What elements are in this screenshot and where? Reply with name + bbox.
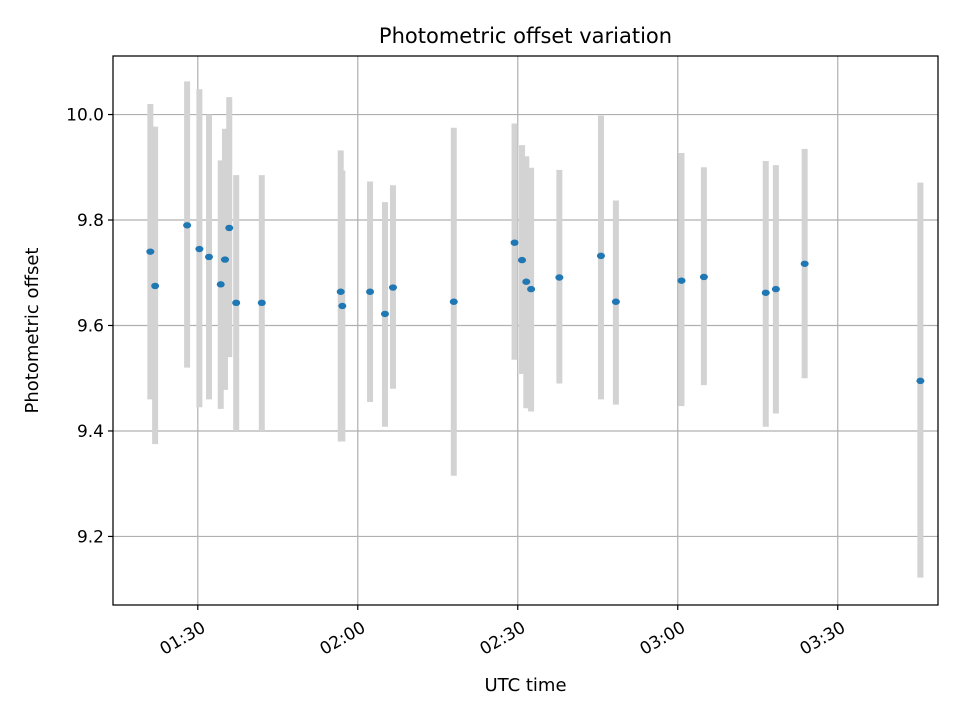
plot-frame bbox=[112, 55, 939, 606]
data-point bbox=[225, 224, 234, 232]
data-point bbox=[527, 285, 536, 293]
y-axis-label: Photometric offset bbox=[22, 248, 43, 414]
y-tick-label: 9.8 bbox=[77, 211, 104, 231]
y-tick-label: 9.4 bbox=[77, 422, 104, 442]
data-point bbox=[449, 298, 458, 305]
data-point bbox=[800, 260, 809, 267]
data-point bbox=[699, 273, 708, 281]
data-point bbox=[151, 282, 160, 290]
y-tick-label: 9.2 bbox=[77, 527, 104, 547]
data-point bbox=[146, 248, 155, 255]
data-point bbox=[183, 222, 192, 229]
data-point bbox=[216, 281, 225, 288]
chart-title: Photometric offset variation bbox=[379, 24, 672, 48]
data-point bbox=[388, 284, 397, 291]
y-axis-ticks: 9.2 9.4 9.6 9.8 10.0 bbox=[66, 106, 113, 547]
data-point bbox=[232, 299, 241, 307]
data-point bbox=[257, 299, 266, 307]
data-point bbox=[916, 377, 925, 385]
data-point bbox=[366, 288, 375, 295]
data-point bbox=[220, 256, 229, 263]
data-point bbox=[336, 288, 345, 295]
data-point bbox=[611, 298, 620, 305]
data-point bbox=[380, 310, 389, 318]
data-point bbox=[555, 274, 564, 281]
x-axis-label: UTC time bbox=[484, 675, 566, 696]
data-point bbox=[677, 277, 686, 284]
data-point bbox=[771, 285, 780, 293]
data-point bbox=[761, 289, 770, 296]
y-tick-label: 9.6 bbox=[77, 316, 104, 336]
data-point bbox=[204, 253, 213, 261]
y-tick-label: 10.0 bbox=[66, 106, 104, 126]
data-point bbox=[195, 245, 204, 253]
data-point bbox=[338, 302, 347, 310]
data-point bbox=[518, 256, 527, 264]
data-point bbox=[596, 252, 605, 260]
data-point bbox=[522, 278, 531, 285]
data-point bbox=[510, 239, 519, 246]
data-points bbox=[146, 222, 925, 385]
